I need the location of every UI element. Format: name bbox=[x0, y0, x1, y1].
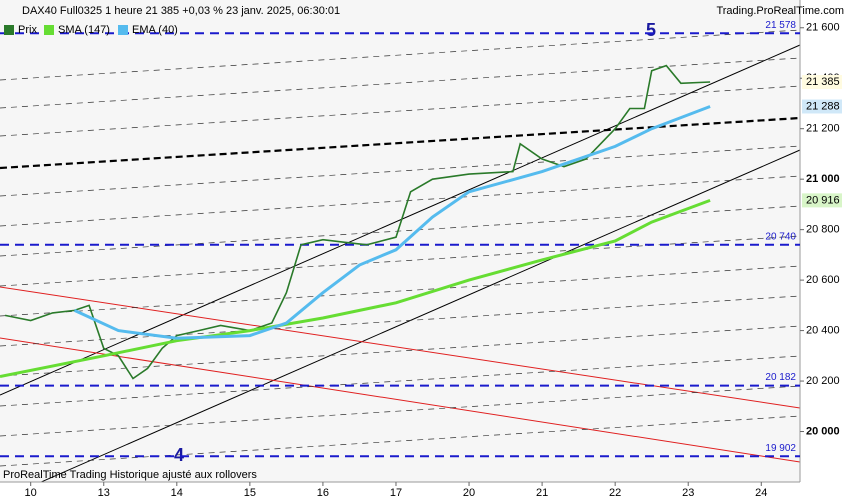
plot-area bbox=[0, 0, 800, 482]
x-tick-label: 22 bbox=[609, 487, 621, 499]
x-tick-label: 16 bbox=[317, 487, 329, 499]
y-tick-label: 21 000 bbox=[806, 173, 840, 185]
legend-label: SMA (147) bbox=[58, 24, 110, 36]
title: DAX40 Full0325 1 heure 21 385 +0,03 % 23… bbox=[22, 5, 340, 17]
level-label: 20 740 bbox=[765, 231, 796, 242]
wave-label: 5 bbox=[646, 20, 656, 40]
price-box bbox=[802, 193, 842, 208]
channel-lines bbox=[0, 29, 801, 500]
price-box bbox=[802, 99, 842, 114]
y-tick-label: 20 600 bbox=[806, 274, 840, 286]
legend-swatch bbox=[44, 25, 54, 35]
x-tick-label: 21 bbox=[536, 487, 548, 499]
legend-label: EMA (40) bbox=[132, 24, 178, 36]
level-label: 19 902 bbox=[765, 443, 796, 454]
x-tick-label: 20 bbox=[463, 487, 475, 499]
y-tick-label: 20 400 bbox=[806, 324, 840, 336]
price-label: 21 288 bbox=[806, 100, 840, 112]
footer: ProRealTime Trading Historique ajusté au… bbox=[3, 469, 257, 481]
y-tick-label: 21 600 bbox=[806, 22, 840, 34]
legend-swatch bbox=[4, 25, 14, 35]
wave-label: 4 bbox=[174, 445, 184, 465]
y-tick-label: 21 200 bbox=[806, 123, 840, 135]
series-line bbox=[73, 105, 711, 340]
level-label: 21 578 bbox=[765, 20, 796, 31]
level-label: 20 182 bbox=[765, 372, 796, 383]
y-tick-label: 20 800 bbox=[806, 224, 840, 236]
x-tick-label: 23 bbox=[682, 487, 694, 499]
x-tick-label: 13 bbox=[98, 487, 110, 499]
y-tick-label: 20 200 bbox=[806, 375, 840, 387]
legend-swatch bbox=[118, 25, 128, 35]
series-line bbox=[0, 198, 711, 378]
price-label: 21 385 bbox=[806, 76, 840, 88]
x-tick-label: 15 bbox=[244, 487, 256, 499]
x-tick-label: 17 bbox=[390, 487, 402, 499]
source: Trading.ProRealTime.com bbox=[716, 5, 844, 17]
x-tick-label: 14 bbox=[171, 487, 183, 499]
x-axis-area bbox=[0, 482, 800, 500]
price-label: 20 916 bbox=[806, 194, 840, 206]
price-box bbox=[802, 75, 842, 90]
x-tick-label: 24 bbox=[755, 487, 767, 499]
y-tick-label: 20 000 bbox=[806, 425, 840, 437]
x-tick-label: 10 bbox=[25, 487, 37, 499]
legend-label: Prix bbox=[18, 24, 37, 36]
